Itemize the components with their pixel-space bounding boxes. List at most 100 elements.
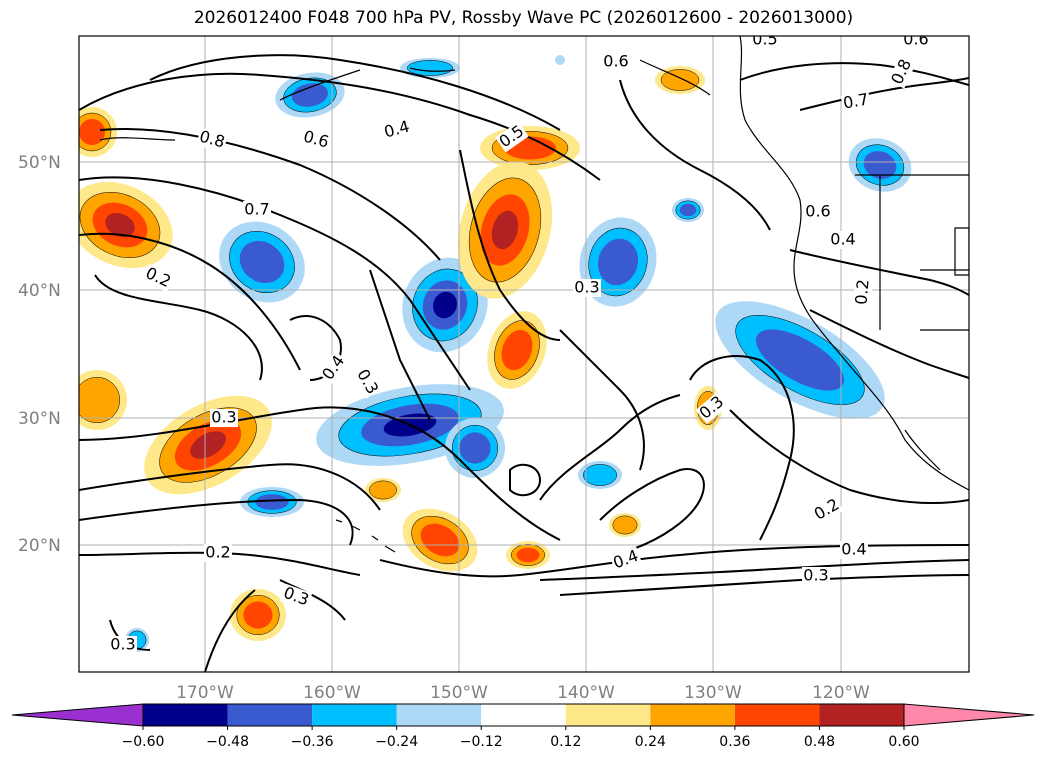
anomaly-level bbox=[239, 240, 285, 284]
positive-pv-anomaly bbox=[487, 311, 547, 389]
contour-label-halo bbox=[318, 351, 350, 385]
contour-line bbox=[79, 498, 354, 546]
negative-pv-anomaly bbox=[402, 257, 488, 353]
anomaly-level bbox=[433, 291, 457, 319]
contour-line bbox=[369, 269, 431, 421]
positive-pv-anomaly bbox=[655, 66, 705, 94]
negative-pv-anomaly bbox=[715, 301, 885, 419]
contour-label: 0.6 bbox=[603, 52, 628, 71]
colorbar-segment bbox=[227, 704, 313, 726]
colorbar-segment bbox=[312, 704, 397, 726]
lon-label-150w: 150°W bbox=[430, 683, 488, 703]
anomaly-level bbox=[583, 464, 617, 486]
anomaly-level bbox=[105, 212, 135, 238]
colorbar-tick-label: 0.60 bbox=[888, 734, 919, 750]
contour-label-halo bbox=[196, 127, 228, 153]
aleutian-islands bbox=[99, 137, 176, 141]
contour-label-halo bbox=[902, 36, 930, 49]
contour-label-halo bbox=[751, 36, 779, 49]
colorbar-tick-label: 0.36 bbox=[719, 734, 750, 750]
latitude-labels: 50°N 40°N 30°N 20°N bbox=[18, 153, 61, 556]
positive-pv-anomaly bbox=[230, 589, 286, 641]
contour-label-halo bbox=[352, 365, 382, 399]
lat-label-30n: 30°N bbox=[18, 409, 61, 429]
contour-label: 0.6 bbox=[805, 202, 830, 221]
anomaly-level bbox=[190, 431, 226, 459]
contour-label-halo bbox=[243, 201, 271, 219]
map-frame bbox=[78, 35, 970, 673]
colorbar-extend-high bbox=[903, 703, 1035, 727]
contour-line bbox=[809, 309, 969, 379]
lon-label-170w: 170°W bbox=[176, 683, 234, 703]
colorbar-tick-label: 0.24 bbox=[635, 734, 666, 750]
contour-label-halo bbox=[204, 544, 232, 562]
contour-label: 0.3 bbox=[211, 408, 236, 427]
positive-pv-anomaly bbox=[506, 541, 550, 569]
north-america-coast bbox=[739, 36, 969, 491]
colorbar-frame bbox=[142, 703, 905, 727]
negative-pv-anomaly bbox=[219, 221, 305, 303]
contour-line bbox=[79, 176, 471, 391]
positive-pv-anomaly bbox=[79, 370, 127, 430]
colorbar-extend-low bbox=[11, 703, 144, 727]
contour-label: 0.3 bbox=[803, 566, 828, 585]
colorbar-tick-label: −0.36 bbox=[291, 734, 334, 750]
longitude-labels: 170°W 160°W 150°W 140°W 130°W 120°W bbox=[176, 683, 870, 703]
contour-label: 0.2 bbox=[205, 543, 230, 562]
anomaly-level bbox=[612, 515, 638, 535]
anomaly-level bbox=[755, 329, 845, 391]
contour-line bbox=[689, 355, 795, 541]
lon-label-140w: 140°W bbox=[557, 683, 615, 703]
alaska-coast bbox=[639, 59, 711, 96]
contour-line bbox=[559, 574, 969, 596]
political-borders bbox=[855, 174, 969, 331]
anomaly-level bbox=[660, 69, 700, 91]
pv-contours bbox=[79, 54, 969, 672]
colorbar-segment bbox=[650, 704, 735, 726]
negative-pv-anomaly bbox=[240, 487, 304, 517]
anomaly-level bbox=[255, 494, 289, 510]
contour-label: 0.4 bbox=[830, 230, 855, 249]
anomaly-level bbox=[491, 210, 519, 250]
colorbar-segment bbox=[143, 704, 228, 726]
contour-line bbox=[599, 468, 705, 551]
lon-label-120w: 120°W bbox=[812, 683, 870, 703]
contour-label-halo bbox=[804, 203, 832, 221]
anomaly-level bbox=[369, 480, 397, 500]
contour-line bbox=[509, 463, 542, 497]
positive-pv-anomaly bbox=[609, 513, 641, 537]
contour-label: 0.3 bbox=[110, 635, 135, 654]
contour-line bbox=[619, 79, 771, 231]
contour-line bbox=[79, 551, 361, 576]
contour-label-halo bbox=[210, 409, 238, 427]
contour-label-halo bbox=[852, 277, 874, 307]
contour-label: 0.3 bbox=[574, 278, 599, 297]
lat-label-40n: 40°N bbox=[18, 281, 61, 301]
contour-label-halo bbox=[840, 541, 868, 559]
colorbar-segment bbox=[481, 704, 566, 726]
anomaly-level bbox=[406, 60, 454, 76]
contour-label-halo bbox=[381, 117, 413, 143]
contour-line bbox=[79, 406, 561, 541]
contour-line bbox=[94, 274, 263, 381]
anomaly-level bbox=[863, 151, 897, 179]
contour-label-halo bbox=[802, 567, 830, 585]
negative-pv-anomaly bbox=[672, 198, 704, 222]
negative-pv-anomaly bbox=[275, 72, 345, 118]
contour-line bbox=[149, 54, 561, 131]
negative-pv-anomaly bbox=[445, 418, 505, 478]
contour-label-halo bbox=[300, 127, 332, 153]
contour-line bbox=[539, 559, 969, 581]
map-area: 0.50.70.8 0.6 0.40.60.50.80.60.70.60.40.30… bbox=[79, 36, 969, 672]
anomaly-level bbox=[291, 83, 329, 107]
colorbar-segment bbox=[734, 704, 820, 726]
map-title: 2026012400 F048 700 hPa PV, Rossby Wave … bbox=[193, 8, 854, 28]
colorbar-tick-label: −0.60 bbox=[122, 734, 165, 750]
pv-anomaly-shading bbox=[79, 55, 912, 652]
baja-coast bbox=[904, 429, 941, 471]
kodiak-coast bbox=[409, 67, 456, 72]
colorbar: −0.60 −0.48 −0.36 −0.24 −0.12 0.12 0.24 0.36 0.4… bbox=[11, 703, 1035, 750]
anomaly-level bbox=[501, 329, 533, 371]
contour-line bbox=[789, 249, 969, 296]
contour-line bbox=[739, 62, 969, 86]
